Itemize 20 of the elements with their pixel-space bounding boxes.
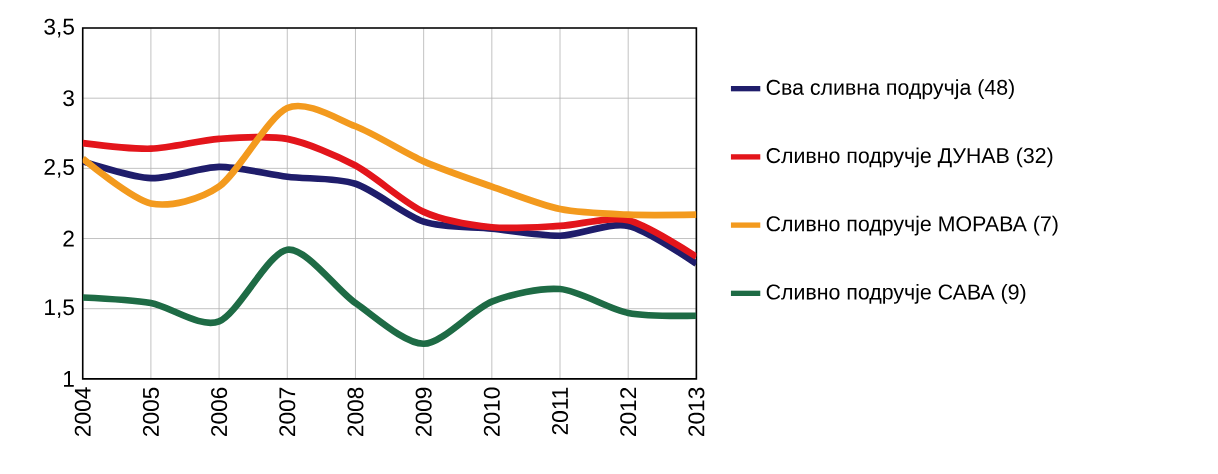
x-tick-label: 2004 <box>74 387 91 437</box>
y-tick-label: 3,5 <box>44 18 74 38</box>
x-tick-label: 2005 <box>142 387 159 437</box>
legend-label: Сливно подручје ДУНАВ (32) <box>766 147 1053 168</box>
x-tick-label: 2010 <box>483 387 500 437</box>
x-tick-label: 2011 <box>551 388 569 435</box>
legend-label: Сливно подручје МОРАВА (7) <box>766 215 1058 236</box>
x-tick-label: 2007 <box>279 388 296 437</box>
y-tick-label: 1 <box>64 371 74 387</box>
y-tick-label: 2 <box>63 230 74 247</box>
x-tick-label: 2008 <box>347 387 364 437</box>
x-tick-label: 2009 <box>415 387 432 437</box>
legend-label: Сливно подручје САВА (9) <box>766 284 1026 305</box>
x-tick-label: 2006 <box>211 387 228 437</box>
y-tick-label: 1,5 <box>45 299 74 319</box>
y-tick-label: 3 <box>63 90 74 107</box>
legend-label: Сва сливна подручја (48) <box>766 79 1014 100</box>
x-tick-label: 2013 <box>688 387 705 437</box>
x-tick-label: 2012 <box>620 388 637 437</box>
y-tick-label: 2,5 <box>44 159 74 178</box>
